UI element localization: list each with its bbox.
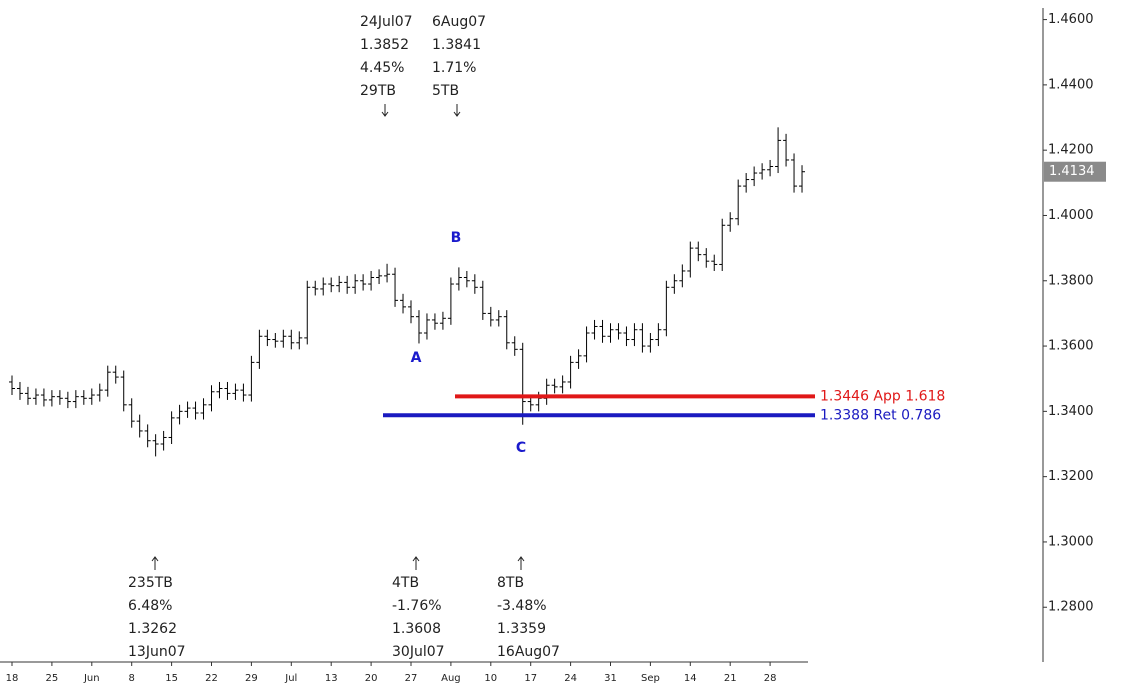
annotation-text: 235TB <box>128 575 173 591</box>
annotation-text: 16Aug07 <box>497 644 560 660</box>
y-tick-label: 1.4000 <box>1048 208 1094 223</box>
x-tick-label: 28 <box>764 673 777 684</box>
y-tick-label: 1.3800 <box>1048 273 1094 288</box>
annotation-text: 13Jun07 <box>128 644 186 660</box>
x-tick-label: 25 <box>46 673 59 684</box>
annotation-text: 1.3262 <box>128 621 177 637</box>
y-tick-label: 1.3600 <box>1048 339 1094 354</box>
level-label: 1.3388 Ret 0.786 <box>820 407 941 423</box>
x-tick-label: Jun <box>83 673 100 684</box>
wave-label: B <box>451 230 462 246</box>
annotation-text: 4TB <box>392 575 419 591</box>
annotation-text: -3.48% <box>497 598 547 614</box>
x-tick-label: 29 <box>245 673 258 684</box>
x-tick-label: 13 <box>325 673 338 684</box>
x-tick-label: 14 <box>684 673 697 684</box>
annotation-text: 30Jul07 <box>392 644 445 660</box>
y-tick-label: 1.4200 <box>1048 143 1094 158</box>
annotation-text: 8TB <box>497 575 524 591</box>
annotation-text: 1.71% <box>432 60 476 76</box>
x-tick-label: Sep <box>641 673 660 684</box>
x-tick-label: 20 <box>365 673 378 684</box>
arrow-head <box>412 556 420 562</box>
x-tick-label: 22 <box>205 673 218 684</box>
annotation-text: 1.3841 <box>432 37 481 53</box>
annotation-text: 1.3608 <box>392 621 441 637</box>
x-tick-label: 10 <box>484 673 497 684</box>
x-tick-label: 27 <box>405 673 418 684</box>
x-tick-label: 31 <box>604 673 617 684</box>
arrow-head <box>381 111 389 117</box>
arrow-head <box>453 111 461 117</box>
y-tick-label: 1.3400 <box>1048 404 1094 419</box>
y-tick-label: 1.4400 <box>1048 77 1094 92</box>
y-tick-label: 1.3000 <box>1048 534 1094 549</box>
arrow-head <box>151 556 159 562</box>
wave-label: A <box>411 350 422 366</box>
last-price-box <box>1044 161 1106 182</box>
wave-label: C <box>516 440 526 456</box>
x-tick-label: 15 <box>165 673 178 684</box>
last-price-label: 1.4134 <box>1049 164 1095 179</box>
annotation-text: 24Jul07 <box>360 14 413 30</box>
y-tick-label: 1.3200 <box>1048 469 1094 484</box>
x-tick-label: Jul <box>284 673 297 684</box>
y-tick-label: 1.4600 <box>1048 12 1094 27</box>
level-label: 1.3446 App 1.618 <box>820 388 945 404</box>
annotation-text: 4.45% <box>360 60 404 76</box>
x-tick-label: 18 <box>6 673 19 684</box>
annotation-text: 6Aug07 <box>432 14 486 30</box>
annotation-text: 1.3359 <box>497 621 546 637</box>
y-tick-label: 1.2800 <box>1048 600 1094 615</box>
x-tick-label: Aug <box>441 673 461 684</box>
arrow-head <box>517 556 525 562</box>
x-tick-label: 17 <box>524 673 537 684</box>
annotation-text: 1.3852 <box>360 37 409 53</box>
annotation-text: 29TB <box>360 83 396 99</box>
annotation-text: 5TB <box>432 83 459 99</box>
x-tick-label: 21 <box>724 673 737 684</box>
x-tick-label: 24 <box>564 673 577 684</box>
annotation-text: 6.48% <box>128 598 172 614</box>
annotation-text: -1.76% <box>392 598 442 614</box>
x-tick-label: 8 <box>129 673 135 684</box>
